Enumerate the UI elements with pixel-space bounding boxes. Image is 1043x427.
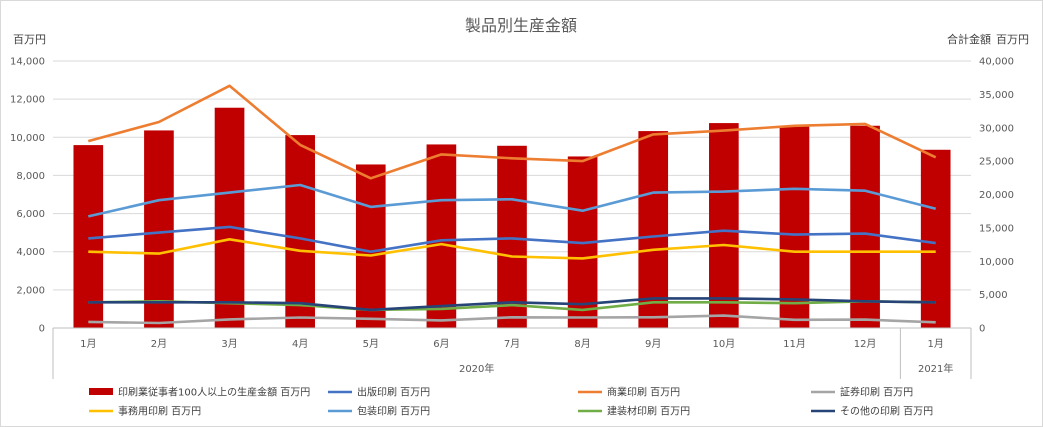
year-group-label: 2020年 xyxy=(459,362,494,375)
series-line xyxy=(87,84,937,180)
x-tick-label: 9月 xyxy=(645,338,661,350)
right-tick-label: 20,000 xyxy=(979,190,1014,201)
chart-title: 製品別生産金額 xyxy=(465,16,577,35)
x-tick-label: 1月 xyxy=(80,338,96,350)
right-tick-label: 30,000 xyxy=(979,123,1014,134)
legend-swatch xyxy=(89,388,113,395)
x-tick-label: 7月 xyxy=(504,338,520,350)
right-tick-label: 5,000 xyxy=(979,290,1008,301)
left-tick-label: 14,000 xyxy=(10,57,45,68)
year-group-label: 2021年 xyxy=(918,362,953,375)
x-tick-label: 5月 xyxy=(363,338,379,350)
x-axis: 1月 2月 3月 4月 5月 6月 7月 8月 9月 10月 11月 12月 1月 2020年 2021年 xyxy=(52,327,972,379)
bar xyxy=(426,144,457,328)
right-tick-label: 10,000 xyxy=(979,257,1014,268)
bar xyxy=(709,123,739,328)
legend: 印刷業従事者100人以上の生産金額 百万円 出版印刷 百万円 商業印刷 百万円 証券印… xyxy=(89,386,933,418)
series-line xyxy=(88,238,936,260)
x-tick-label: 12月 xyxy=(854,338,877,350)
x-tick-label: 1月 xyxy=(928,338,944,350)
bar xyxy=(920,149,951,328)
left-axis-unit: 百万円 xyxy=(13,33,46,46)
legend-label: 証券印刷 百万円 xyxy=(840,386,913,399)
bar xyxy=(285,135,315,328)
legend-label: 建装材印刷 百万円 xyxy=(607,405,690,418)
line-series-group xyxy=(87,84,937,325)
left-tick-label: 0 xyxy=(39,324,45,335)
right-axis-title: 合計金額 xyxy=(947,32,991,46)
x-tick-label: 6月 xyxy=(433,338,449,350)
x-tick-label: 8月 xyxy=(574,338,590,350)
bar-series xyxy=(73,107,951,328)
left-tick-label: 10,000 xyxy=(10,133,45,144)
legend-label: その他の印刷 百万円 xyxy=(840,405,933,418)
left-tick-label: 6,000 xyxy=(16,209,45,220)
right-tick-label: 25,000 xyxy=(979,157,1014,168)
x-tick-label: 4月 xyxy=(292,338,308,350)
left-tick-label: 2,000 xyxy=(16,285,45,296)
legend-label: 印刷業従事者100人以上の生産金額 百万円 xyxy=(118,386,310,399)
right-axis: 0 5,000 10,000 15,000 20,000 25,000 30,000 35,0… xyxy=(979,57,1014,335)
bar xyxy=(144,130,174,328)
bar xyxy=(850,125,880,328)
x-tick-label: 11月 xyxy=(783,338,806,350)
x-tick-label: 10月 xyxy=(712,338,735,350)
left-tick-label: 4,000 xyxy=(16,247,45,258)
bar xyxy=(638,131,669,328)
left-tick-label: 12,000 xyxy=(10,95,45,106)
series-line xyxy=(88,314,936,325)
series-line xyxy=(88,297,936,312)
legend-label: 包装印刷 百万円 xyxy=(357,405,430,418)
right-tick-label: 35,000 xyxy=(979,90,1014,101)
series-line xyxy=(88,183,937,218)
legend-label: 出版印刷 百万円 xyxy=(357,386,430,399)
right-axis-unit: 百万円 xyxy=(996,33,1029,46)
series-line xyxy=(88,225,936,253)
left-axis: 0 2,000 4,000 6,000 8,000 10,000 12,000 14,000 xyxy=(10,57,45,335)
legend-label: 事務用印刷 百万円 xyxy=(118,405,201,418)
legend-label: 商業印刷 百万円 xyxy=(607,386,680,399)
right-tick-label: 0 xyxy=(979,324,985,335)
right-tick-label: 40,000 xyxy=(979,57,1014,68)
bar xyxy=(497,145,527,328)
x-tick-label: 2月 xyxy=(151,338,167,350)
right-tick-label: 15,000 xyxy=(979,223,1014,234)
x-tick-label: 3月 xyxy=(221,338,237,350)
bar xyxy=(355,164,386,328)
bar xyxy=(214,107,245,328)
left-tick-label: 8,000 xyxy=(16,171,45,182)
bar xyxy=(779,126,810,328)
